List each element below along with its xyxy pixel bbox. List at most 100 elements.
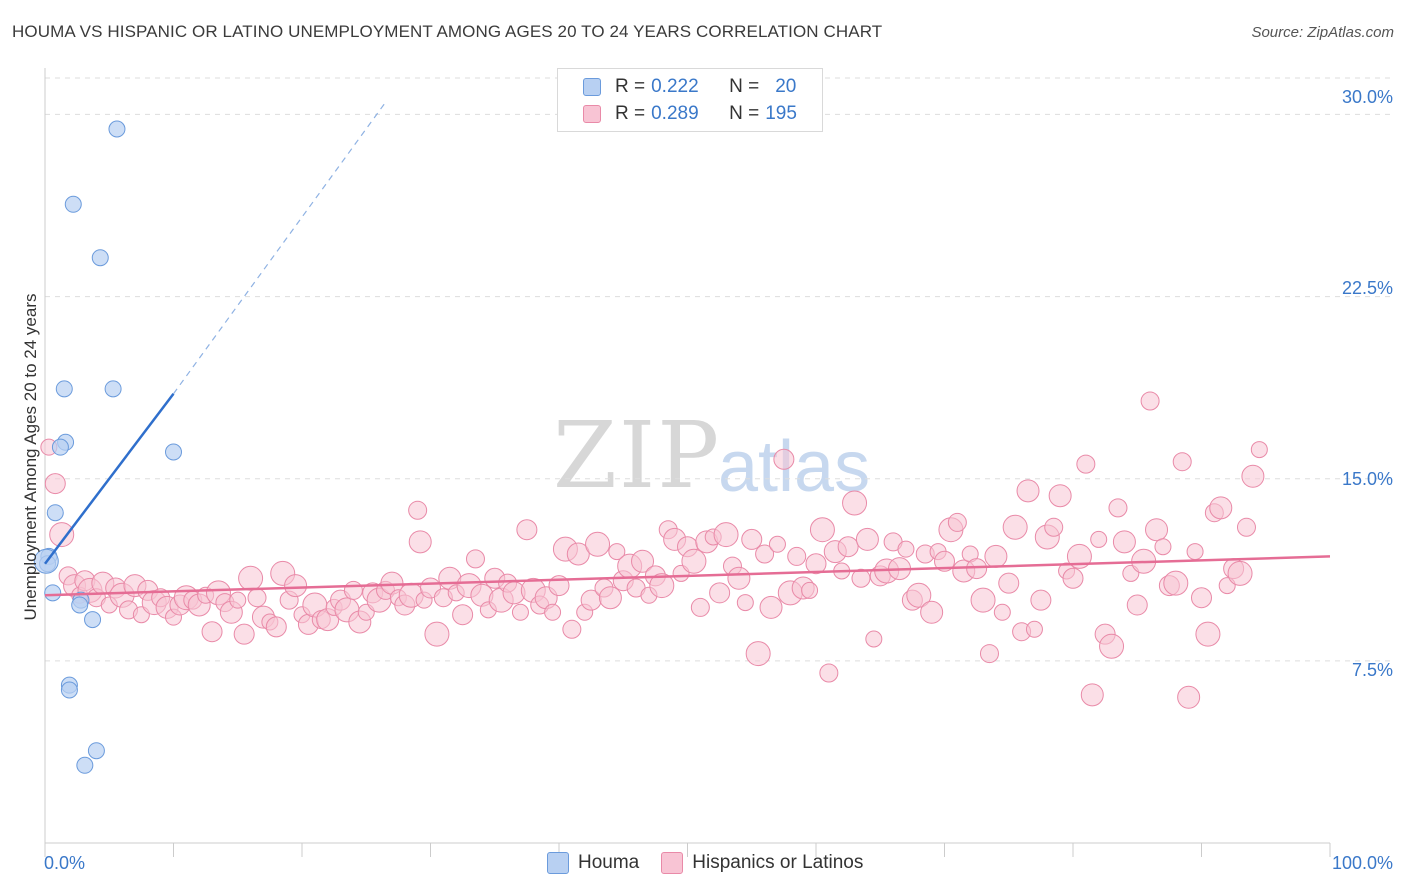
hispanic-swatch [583,105,601,123]
series-legend: Houma Hispanics or Latinos [547,852,885,874]
hispanic-point [1076,454,1096,474]
hispanic-point [201,621,223,643]
hispanic-point [631,549,655,573]
legend-label: Houma [578,852,640,873]
hispanic-point [1108,498,1128,518]
hispanic-point [1126,594,1148,616]
hispanic-swatch [661,852,684,874]
hispanic-point [1250,441,1268,459]
hispanic-point [842,490,868,516]
legend-row-hispanic: R = 0.289 N = 195 [583,101,797,127]
n-label: N = [729,103,760,124]
y-tick-7-5: 7.5% [1351,660,1393,680]
hispanic-point [787,546,807,566]
hispanic-point [709,582,731,604]
hispanic-point [920,600,944,624]
houma-trend-extension [173,101,387,395]
hispanic-point [1002,514,1028,540]
n-value: 195 [765,103,797,124]
houma-point [44,584,62,602]
x-tick-min: 0.0% [44,853,86,873]
hispanic-point [837,536,859,558]
hispanic-point [265,616,287,638]
houma-point [64,195,82,213]
hispanic-point [865,630,883,648]
houma-point [91,249,109,267]
hispanic-point [1062,567,1084,589]
houma-point [51,438,69,456]
hispanic-point [1099,633,1125,659]
hispanic-point [233,623,255,645]
axes [44,68,1331,857]
stats-legend: R = 0.222 N = 20 R = 0.289 N = 195 [557,68,823,132]
hispanic-point [1066,543,1092,569]
hispanic-point [690,597,710,617]
hispanic-point [1145,518,1169,542]
houma-swatch [547,852,569,874]
hispanic-point [516,519,538,541]
hispanic-point [984,544,1008,568]
houma-point [76,756,94,774]
hispanic-point [649,573,675,599]
hispanic-point [809,517,835,543]
hispanic-point [745,641,771,667]
hispanic-point [970,587,996,613]
houma-point [60,681,78,699]
y-tick-22-5: 22.5% [1341,278,1393,298]
watermark-zip: ZIP [553,402,722,509]
hispanic-point [759,595,783,619]
hispanic-point [1236,517,1256,537]
hispanic-point [1163,570,1189,596]
hispanic-point [1030,589,1052,611]
r-label: R = [615,76,646,97]
hispanic-point [608,543,626,561]
legend-item-hispanic[interactable]: Hispanics or Latinos [661,852,863,874]
houma-point [165,443,182,461]
hispanic-points [40,391,1268,709]
hispanic-point [1140,391,1160,411]
houma-point [46,504,64,522]
hispanic-point [511,603,529,621]
n-value: 20 [775,76,797,97]
hispanic-point [1080,683,1104,707]
hispanic-point [768,535,786,553]
houma-point [55,380,73,398]
chart-title: HOUMA VS HISPANIC OR LATINO UNEMPLOYMENT… [12,22,883,41]
hispanic-point [1112,530,1136,554]
hispanic-point [1172,452,1192,472]
y-tick-30: 30.0% [1341,87,1393,107]
hispanic-point [1177,685,1201,709]
x-tick-max: 100.0% [1331,853,1393,873]
hispanic-point [713,522,739,548]
hispanic-point [1016,479,1040,503]
hispanic-point [1241,464,1265,488]
y-tick-15: 15.0% [1341,469,1393,489]
houma-swatch [583,78,601,96]
houma-points [33,120,182,774]
legend-row-houma: R = 0.222 N = 20 [583,74,796,100]
hispanic-point [284,574,308,598]
r-label: R = [615,103,646,124]
hispanic-point [452,604,474,626]
hispanic-point [998,572,1020,594]
hispanic-point [343,580,363,600]
hispanic-trend-line [44,555,1331,597]
r-value: 0.222 [651,76,699,97]
hispanic-point [979,644,999,664]
legend-item-houma[interactable]: Houma [547,852,639,874]
hispanic-point [993,603,1011,621]
source-label: Source: ZipAtlas.com [1251,24,1394,41]
hispanic-point [1025,620,1043,638]
watermark-atlas: atlas [718,427,871,507]
hispanic-point [562,619,582,639]
houma-point [71,596,89,614]
hispanic-point [1044,517,1064,537]
houma-point [84,611,102,629]
hispanic-point [44,473,66,495]
hispanic-point [934,550,955,572]
hispanic-point [229,591,247,609]
hispanic-point [598,586,622,610]
hispanic-point [727,566,751,590]
hispanic-point [855,527,879,551]
